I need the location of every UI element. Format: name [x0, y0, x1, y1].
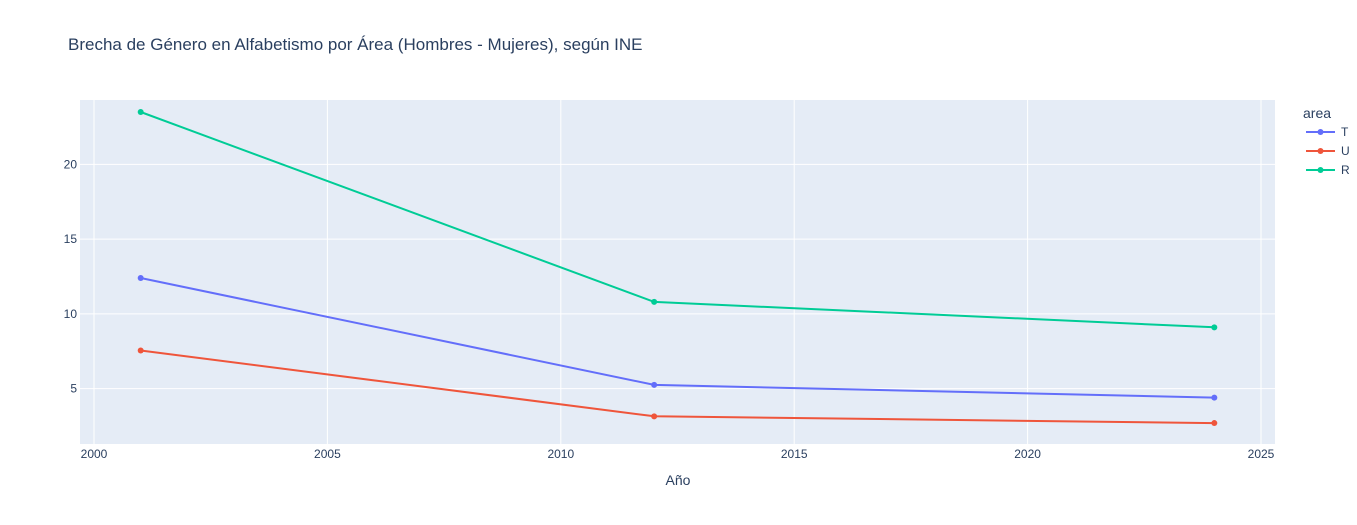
- x-tick-label: 2010: [547, 447, 574, 461]
- axis-ticks: 2000 2005 2010 2015 2020 2025 5 10 15 20: [64, 157, 1275, 461]
- data-point[interactable]: [1211, 394, 1218, 401]
- legend-label: U: [1341, 144, 1350, 158]
- series-lines: [137, 108, 1218, 427]
- data-point[interactable]: [651, 298, 658, 305]
- legend[interactable]: area TUR: [1303, 105, 1350, 177]
- data-point[interactable]: [651, 381, 658, 388]
- y-tick-label: 10: [64, 307, 78, 321]
- legend-marker: [1317, 129, 1324, 135]
- data-point[interactable]: [1211, 420, 1218, 427]
- chart-title: Brecha de Género en Alfabetismo por Área…: [68, 35, 643, 54]
- data-point[interactable]: [1211, 324, 1218, 331]
- data-point[interactable]: [651, 413, 658, 420]
- legend-label: R: [1341, 163, 1350, 177]
- x-tick-label: 2000: [81, 447, 108, 461]
- legend-item-R[interactable]: R: [1306, 163, 1350, 177]
- y-tick-label: 15: [64, 232, 78, 246]
- data-point[interactable]: [137, 274, 144, 281]
- x-axis-title: Año: [666, 472, 691, 488]
- data-point[interactable]: [137, 108, 144, 115]
- legend-marker: [1317, 148, 1324, 154]
- legend-marker: [1317, 167, 1324, 173]
- plot-area: [80, 100, 1275, 444]
- series-T: [137, 274, 1218, 401]
- legend-item-T[interactable]: T: [1306, 125, 1349, 139]
- x-tick-label: 2020: [1014, 447, 1041, 461]
- x-tick-label: 2005: [314, 447, 341, 461]
- x-tick-label: 2015: [781, 447, 808, 461]
- legend-label: T: [1341, 125, 1349, 139]
- series-R: [137, 108, 1218, 331]
- y-tick-label: 5: [70, 382, 77, 396]
- x-tick-label: 2025: [1248, 447, 1275, 461]
- legend-title: area: [1303, 105, 1331, 121]
- series-U: [137, 347, 1218, 427]
- data-point[interactable]: [137, 347, 144, 354]
- legend-item-U[interactable]: U: [1306, 144, 1350, 158]
- gridlines: [80, 100, 1275, 444]
- y-tick-label: 20: [64, 157, 78, 171]
